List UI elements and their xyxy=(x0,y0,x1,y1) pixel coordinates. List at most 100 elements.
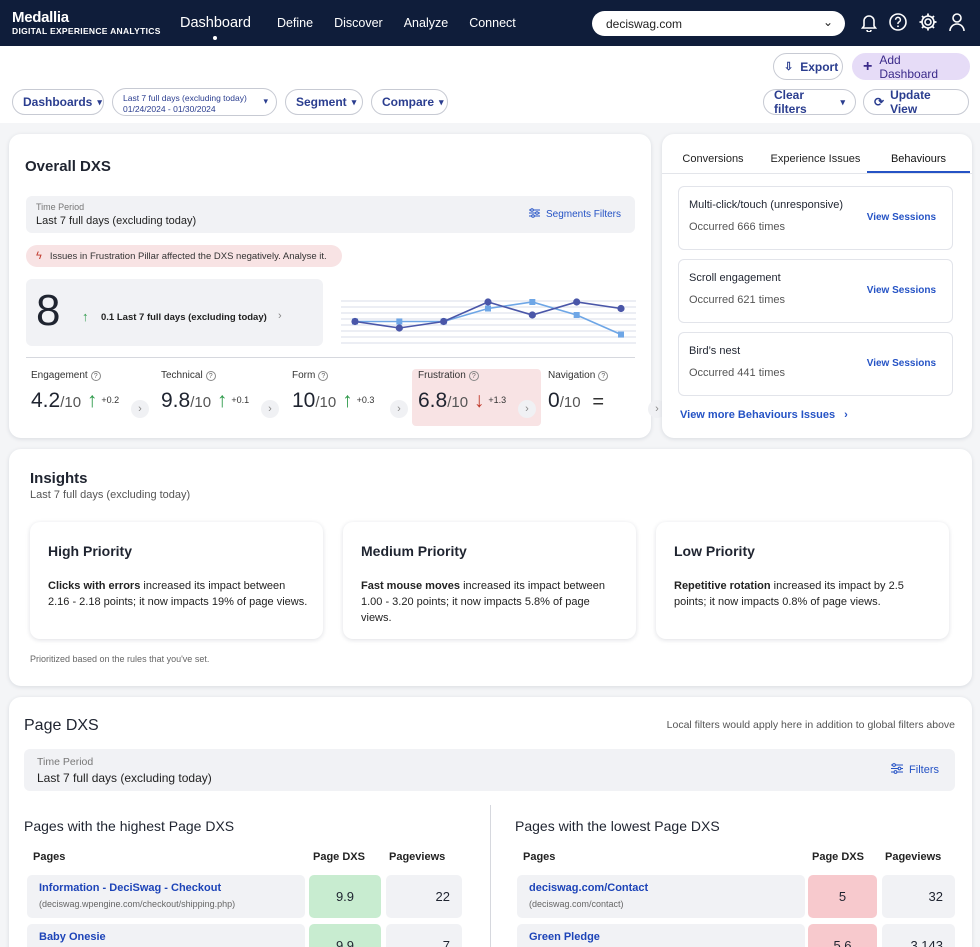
kpi-value: 4.2/10 ↑ +0.2 xyxy=(31,389,151,413)
frustration-alert[interactable]: ϟ Issues in Frustration Pillar affected … xyxy=(26,245,342,267)
tab-experience-issues[interactable]: Experience Issues xyxy=(764,145,867,173)
site-selector[interactable]: deciswag.com ⌄ xyxy=(592,11,845,36)
page-link[interactable]: Information - DeciSwag - Checkout xyxy=(39,882,222,894)
brand-logo[interactable]: Medallia DIGITAL EXPERIENCE ANALYTICS xyxy=(12,10,161,36)
alert-text: Issues in Frustration Pillar affected th… xyxy=(49,250,327,262)
col-pages: Pages xyxy=(523,851,556,863)
sparkline-current-point xyxy=(440,317,448,326)
col-pageviews: Pageviews xyxy=(389,851,446,863)
page-dxs-title: Page DXS xyxy=(24,717,99,734)
date-range-dropdown[interactable]: Last 7 full days (excluding today) 01/24… xyxy=(112,88,277,116)
view-more-behaviours-link[interactable]: View more Behaviours Issues › xyxy=(680,409,848,421)
lightning-icon: ϟ xyxy=(36,250,42,262)
kpi-scale: /10 xyxy=(190,394,212,411)
page-link[interactable]: deciswag.com/Contact xyxy=(529,882,649,894)
trend-up-icon: ↑ xyxy=(82,309,89,324)
view-sessions-link[interactable]: View Sessions xyxy=(866,358,936,369)
kpi-label-text: Technical xyxy=(161,370,203,381)
nav-analyze[interactable]: Analyze xyxy=(403,16,449,30)
page-dxs-score: 9.9 xyxy=(309,924,381,947)
kpi-engagement[interactable]: Engagement ? 4.2/10 ↑ +0.2 › xyxy=(31,370,151,425)
compare-label: Compare xyxy=(382,95,435,109)
view-sessions-link[interactable]: View Sessions xyxy=(866,285,936,296)
insight-card-low[interactable]: Low Priority Repetitive rotation increas… xyxy=(656,522,949,639)
refresh-icon: ⟳ xyxy=(874,95,885,109)
export-button[interactable]: ⇩ Export xyxy=(773,53,843,80)
kpi-technical[interactable]: Technical ? 9.8/10 ↑ +0.1 › xyxy=(161,370,281,425)
compare-dropdown[interactable]: Compare ▾ xyxy=(371,89,448,115)
kpi-form[interactable]: Form ? 10/10 ↑ +0.3 › xyxy=(292,370,412,425)
nav-dashboard[interactable]: Dashboard xyxy=(180,15,251,40)
kpi-label: Form ? xyxy=(292,370,412,381)
sparkline-current-point xyxy=(573,298,581,306)
help-icon: ? xyxy=(318,370,329,381)
page-row-name[interactable]: Information - DeciSwag - Checkout (decisw… xyxy=(27,875,305,918)
insight-card-high[interactable]: High Priority Clicks with errors increas… xyxy=(30,522,323,639)
divider xyxy=(490,805,491,947)
export-label: Export xyxy=(800,59,839,74)
insight-card-medium[interactable]: Medium Priority Fast mouse moves increas… xyxy=(343,522,636,639)
trend-down-icon: ↓ xyxy=(473,389,485,412)
col-page-dxs: Page DXS xyxy=(812,851,864,863)
settings-icon[interactable] xyxy=(918,12,938,32)
sparkline-current-point xyxy=(484,298,492,306)
update-view-button[interactable]: ⟳ Update View xyxy=(863,88,969,116)
overall-score-panel[interactable]: 8 ↑ 0.1 Last 7 full days (excluding toda… xyxy=(26,279,323,346)
kpi-navigation[interactable]: Navigation ? 0/10 = › xyxy=(548,370,668,425)
page-row-name[interactable]: Baby Onesie xyxy=(27,924,305,947)
page-dxs-score: 9.9 xyxy=(309,875,381,918)
tab-conversions[interactable]: Conversions xyxy=(662,145,764,173)
segments-filters-label: Segments Filters xyxy=(545,209,621,220)
page-link[interactable]: Baby Onesie xyxy=(39,931,106,943)
page-pageviews: 7 xyxy=(386,924,462,947)
insight-text: increased its impact between 1.00 - 3.20… xyxy=(361,580,605,624)
user-icon[interactable] xyxy=(948,12,966,32)
page-row-name[interactable]: deciswag.com/Contact (deciswag.com/contac… xyxy=(517,875,805,918)
behaviour-item: Multi-click/touch (unresponsive) Occurre… xyxy=(678,186,953,250)
kpi-delta: = xyxy=(592,391,605,413)
nav-define[interactable]: Define xyxy=(276,16,314,30)
tab-behaviours[interactable]: Behaviours xyxy=(867,145,970,173)
chevron-right-icon[interactable]: › xyxy=(261,400,279,418)
chevron-right-icon: › xyxy=(278,310,282,322)
sparkline-current-point xyxy=(528,311,536,319)
help-icon: ? xyxy=(598,370,609,381)
kpi-label: Frustration ? xyxy=(418,370,538,381)
segments-filters-button[interactable]: Segments Filters xyxy=(528,208,621,221)
col-pages: Pages xyxy=(33,851,66,863)
page-pageviews: 22 xyxy=(386,875,462,918)
chevron-right-icon[interactable]: › xyxy=(390,400,408,418)
kpi-score: 6.8 xyxy=(418,389,448,412)
view-sessions-link[interactable]: View Sessions xyxy=(866,212,936,223)
segment-dropdown[interactable]: Segment ▾ xyxy=(285,89,363,115)
chevron-right-icon[interactable]: › xyxy=(648,400,666,418)
chevron-right-icon[interactable]: › xyxy=(131,400,149,418)
tab-behaviours-label: Behaviours xyxy=(890,153,947,165)
add-dashboard-button[interactable]: + Add Dashboard xyxy=(852,52,970,81)
chevron-right-icon[interactable]: › xyxy=(518,400,536,418)
kpi-delta: +0.3 xyxy=(356,395,375,405)
page-row-name[interactable]: Green Pledge xyxy=(517,924,805,947)
dashboards-dropdown[interactable]: Dashboards ▾ xyxy=(12,89,104,115)
lowest-pages-title: Pages with the lowest Page DXS xyxy=(515,818,720,834)
insight-title: Low Priority xyxy=(674,543,755,559)
nav-connect[interactable]: Connect xyxy=(469,16,516,30)
overall-score-value: 8 xyxy=(36,286,61,335)
page-link[interactable]: Green Pledge xyxy=(529,931,600,943)
insight-body: Repetitive rotation increased its impact… xyxy=(674,578,935,610)
chevron-down-icon: ▾ xyxy=(351,96,357,107)
insight-body: Clicks with errors increased its impact … xyxy=(48,578,309,610)
filters-button[interactable]: Filters xyxy=(891,763,939,777)
dashboards-label: Dashboards xyxy=(23,95,93,109)
bell-icon[interactable] xyxy=(860,12,878,32)
kpi-delta: +1.3 xyxy=(488,395,507,405)
kpi-frustration[interactable]: Frustration ? 6.8/10 ↓ +1.3 › xyxy=(418,370,538,425)
nav-discover[interactable]: Discover xyxy=(334,16,383,30)
add-dashboard-label: Add Dashboard xyxy=(879,52,939,81)
clear-filters-button[interactable]: Clear filters ▾ xyxy=(763,88,856,116)
page-dxs-score: 5 xyxy=(808,875,877,918)
help-icon[interactable] xyxy=(888,12,908,32)
page-url: (deciswag.wpengine.com/checkout/shipping… xyxy=(39,899,236,909)
overall-delta: 0.1 Last 7 full days (excluding today) xyxy=(101,312,267,323)
site-selector-value: deciswag.com xyxy=(606,17,683,31)
